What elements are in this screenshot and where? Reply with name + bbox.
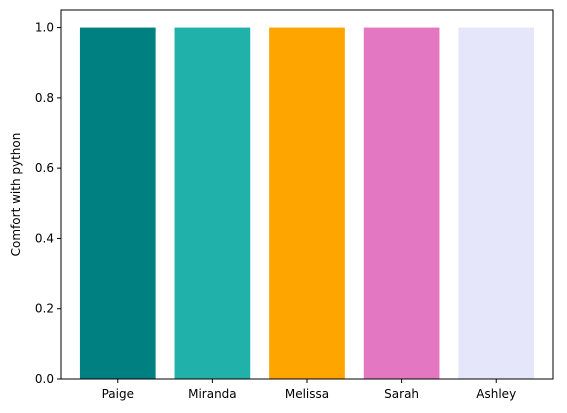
x-tick-label: Sarah xyxy=(384,387,419,401)
y-axis-ticks: 0.0 0.2 0.4 0.6 0.8 1.0 xyxy=(35,21,61,386)
y-tick-label: 0.6 xyxy=(35,161,54,175)
bar-sarah xyxy=(363,27,440,379)
y-axis-label: Comfort with python xyxy=(9,133,23,257)
y-tick-label: 1.0 xyxy=(35,21,54,35)
y-tick-label: 0.0 xyxy=(35,372,54,386)
y-tick-label: 0.2 xyxy=(35,302,54,316)
x-tick-label: Melissa xyxy=(285,387,329,401)
x-tick-label: Paige xyxy=(102,387,134,401)
y-tick-label: 0.8 xyxy=(35,91,54,105)
axes-frame xyxy=(60,9,554,380)
x-tick-label: Ashley xyxy=(476,387,516,401)
x-axis-ticks: Paige Miranda Melissa Sarah Ashley xyxy=(102,379,516,401)
y-tick-label: 0.4 xyxy=(35,231,54,245)
bars-group xyxy=(79,27,535,379)
bar-paige xyxy=(79,27,156,379)
bar-melissa xyxy=(269,27,345,379)
bar-miranda xyxy=(174,27,251,379)
bar-ashley xyxy=(458,27,535,379)
x-tick-label: Miranda xyxy=(188,387,237,401)
